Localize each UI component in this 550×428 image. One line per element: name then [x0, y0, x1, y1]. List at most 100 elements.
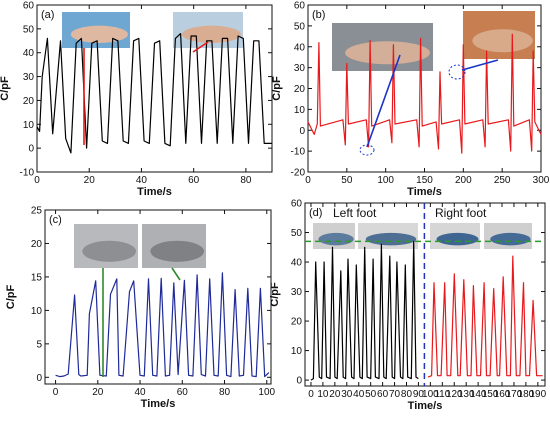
- inset-photo: [484, 223, 532, 249]
- plot-frame: [44, 209, 272, 385]
- inset-photo: [358, 223, 418, 249]
- y-tick-label: 10: [294, 105, 306, 116]
- y-tick-label: 0: [28, 144, 34, 155]
- x-tick-label: 70: [389, 389, 401, 400]
- y-tick-label: 60: [23, 1, 35, 12]
- inset-photo: [62, 12, 130, 48]
- y-tick-label: -10: [20, 168, 35, 179]
- x-axis-label: Time/s: [407, 186, 442, 198]
- photo-subject: [472, 29, 533, 53]
- y-tick-label: 30: [291, 287, 303, 298]
- series-line: [310, 240, 419, 381]
- y-tick-label: 25: [31, 206, 43, 217]
- x-tick-label: 120: [446, 389, 463, 400]
- y-axis-label: C/pF: [269, 282, 281, 307]
- annotation-right-foot: Right foot: [435, 206, 487, 220]
- highlight-circle: [448, 64, 466, 80]
- x-tick-label: 180: [518, 389, 535, 400]
- y-axis-label: C/pF: [0, 76, 11, 101]
- x-tick-label: 100: [258, 387, 275, 398]
- y-axis-label: C/pF: [5, 285, 17, 310]
- x-tick-label: 190: [529, 389, 546, 400]
- photo-subject: [365, 232, 417, 246]
- x-tick-label: 0: [34, 175, 40, 186]
- highlight-circle: [359, 144, 375, 156]
- x-tick-label: 140: [470, 389, 487, 400]
- y-tick-label: 10: [23, 120, 35, 131]
- photo-subject: [345, 41, 430, 65]
- x-tick-label: 50: [365, 389, 377, 400]
- x-tick-label: 80: [219, 387, 231, 398]
- x-tick-label: 90: [413, 389, 425, 400]
- y-tick-label: -20: [291, 168, 306, 179]
- y-tick-label: -10: [291, 147, 306, 158]
- photo-subject: [490, 232, 531, 246]
- y-tick-label: 40: [23, 48, 35, 59]
- x-tick-label: 60: [377, 389, 389, 400]
- y-tick-label: 50: [23, 24, 35, 35]
- inset-photo: [74, 224, 138, 268]
- x-tick-label: 130: [458, 389, 475, 400]
- y-tick-label: 60: [291, 199, 303, 210]
- inset-photo: [463, 11, 535, 59]
- x-tick-label: 0: [308, 389, 314, 400]
- inset-photo: [430, 223, 480, 249]
- x-tick-label: 100: [422, 389, 439, 400]
- x-axis-label: Time/s: [141, 398, 176, 410]
- y-tick-label: 10: [31, 306, 43, 317]
- y-tick-label: 50: [291, 228, 303, 239]
- y-tick-label: 30: [294, 63, 306, 74]
- panel-label: (b): [312, 9, 325, 21]
- series-line: [36, 33, 272, 154]
- y-tick-label: 20: [291, 317, 303, 328]
- x-tick-label: 250: [494, 175, 511, 186]
- plot-frame: [36, 4, 273, 173]
- photo-subject: [436, 232, 479, 246]
- x-tick-label: 60: [177, 387, 189, 398]
- pointer-arrow: [461, 59, 499, 71]
- x-tick-label: 40: [353, 389, 365, 400]
- y-tick-label: 40: [291, 258, 303, 269]
- panel-3: 0 20 40 60 80 100 0 5 10 15 20 25 Time/s C/pF (c): [5, 206, 276, 411]
- x-tick-label: 60: [188, 175, 200, 186]
- y-tick-label: 20: [23, 96, 35, 107]
- x-tick-label: 0: [305, 175, 311, 186]
- photo-subject: [318, 232, 354, 246]
- panel-label: (c): [49, 214, 62, 226]
- y-axis-label: C/pF: [271, 76, 283, 101]
- y-tick-label: 40: [294, 42, 306, 53]
- y-tick-label: 0: [299, 126, 305, 137]
- x-tick-label: 200: [455, 175, 472, 186]
- pointer-arrow: [366, 54, 401, 148]
- x-tick-label: 160: [494, 389, 511, 400]
- x-tick-label: 50: [341, 175, 353, 186]
- x-axis-label: Time/s: [408, 400, 443, 412]
- y-tick-label: 0: [36, 373, 42, 384]
- y-tick-label: 5: [36, 339, 42, 350]
- x-tick-label: 40: [134, 387, 146, 398]
- x-tick-label: 110: [434, 389, 450, 400]
- y-tick-label: 15: [31, 272, 43, 283]
- y-tick-label: 60: [294, 1, 306, 12]
- x-tick-label: 80: [240, 175, 252, 186]
- x-tick-label: 100: [377, 175, 394, 186]
- photo-subject: [82, 240, 137, 262]
- photo-subject: [150, 240, 205, 262]
- x-tick-label: 170: [506, 389, 523, 400]
- x-tick-label: 20: [92, 387, 104, 398]
- panel-label: (a): [41, 9, 54, 21]
- x-tick-label: 80: [401, 389, 413, 400]
- y-tick-label: 10: [291, 346, 303, 357]
- x-tick-label: 20: [329, 389, 341, 400]
- panel-4: 0 10 20 30 40 50 60 70 80 90100110120130140150160…: [269, 199, 547, 413]
- series-line: [307, 33, 542, 154]
- inset-photo: [313, 223, 355, 249]
- y-tick-label: 30: [23, 72, 35, 83]
- annotation-left-foot: Left foot: [333, 206, 377, 220]
- x-tick-label: 30: [341, 389, 353, 400]
- x-tick-label: 150: [482, 389, 499, 400]
- x-tick-label: 0: [53, 387, 59, 398]
- y-tick-label: 0: [296, 376, 302, 387]
- x-tick-label: 40: [136, 175, 148, 186]
